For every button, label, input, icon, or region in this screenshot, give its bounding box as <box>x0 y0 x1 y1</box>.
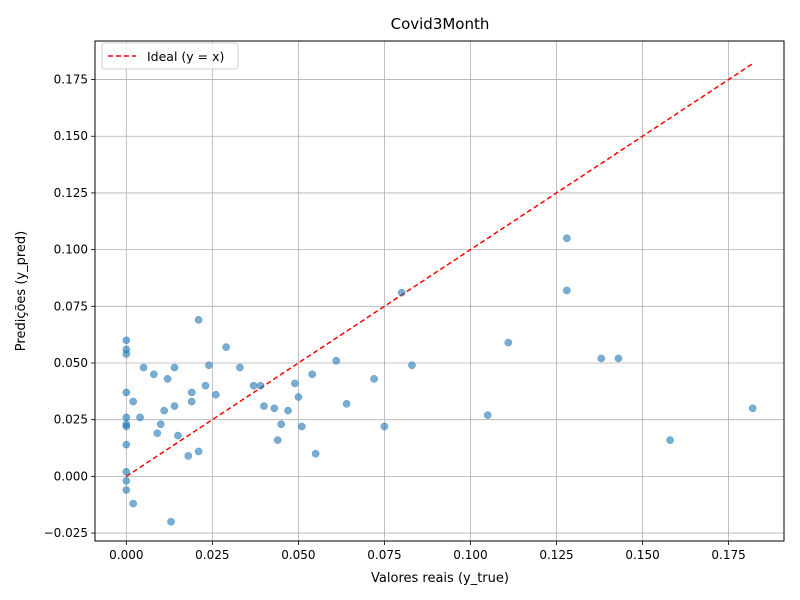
x-tick-label: 0.150 <box>625 548 659 562</box>
y-tick-label: 0.125 <box>54 186 88 200</box>
data-point <box>122 477 131 485</box>
ideal-line-layer <box>125 63 754 478</box>
data-point <box>184 452 193 460</box>
data-point <box>483 411 492 419</box>
data-point <box>311 449 320 458</box>
data-point <box>397 288 406 297</box>
y-tick-label: 0.050 <box>54 356 88 370</box>
data-point <box>273 436 282 444</box>
data-point <box>170 402 179 410</box>
x-tick-label: 0.125 <box>539 548 573 562</box>
data-point <box>504 338 513 347</box>
data-point <box>270 404 279 413</box>
data-point <box>380 422 389 431</box>
data-point <box>205 361 213 370</box>
y-axis-title: Predições (y_pred) <box>14 231 29 351</box>
data-point <box>222 343 230 351</box>
x-tick-label: 0.100 <box>453 548 487 562</box>
data-point <box>597 354 606 363</box>
data-point <box>163 375 172 383</box>
data-point <box>294 393 303 401</box>
x-axis-title: Valores reais (y_true) <box>371 571 509 586</box>
data-point <box>167 517 175 526</box>
data-points <box>122 234 757 526</box>
data-point <box>187 388 196 397</box>
data-point <box>160 406 169 415</box>
y-tick-label: 0.000 <box>54 469 88 483</box>
y-tick-label: 0.175 <box>54 73 88 87</box>
x-tick-label: 0.025 <box>195 548 229 562</box>
data-point <box>236 363 244 372</box>
data-point <box>277 420 286 429</box>
data-point <box>122 388 131 397</box>
x-tick-label: 0.175 <box>711 548 745 562</box>
data-point <box>562 234 571 243</box>
plot-area <box>95 41 784 541</box>
data-point <box>122 336 131 345</box>
data-point <box>129 499 138 508</box>
data-point <box>139 363 148 372</box>
grid-lines <box>95 41 784 541</box>
data-point <box>260 402 268 410</box>
data-point <box>249 381 258 390</box>
data-point <box>408 361 416 370</box>
x-tick-label: 0.075 <box>367 548 401 562</box>
data-point <box>150 370 158 379</box>
ideal-line <box>125 63 754 478</box>
data-point <box>122 440 131 449</box>
data-point <box>284 406 292 415</box>
data-point <box>211 390 220 399</box>
data-point <box>156 420 165 429</box>
data-point <box>170 363 179 372</box>
data-point <box>187 397 196 406</box>
data-point <box>256 381 265 390</box>
y-tick-label: 0.075 <box>54 299 88 313</box>
data-point <box>122 422 131 431</box>
data-point <box>614 354 623 363</box>
data-point <box>297 422 306 431</box>
y-tick-label: −0.025 <box>44 526 88 540</box>
data-point <box>122 467 131 476</box>
legend: Ideal (y = x) <box>101 42 239 70</box>
data-point <box>342 399 351 408</box>
y-tick-label: 0.100 <box>54 243 88 257</box>
data-point <box>136 413 144 422</box>
data-point <box>332 356 341 365</box>
y-tick-label: 0.025 <box>54 413 88 427</box>
axis-ticks: 0.000 0.025 0.050 0.075 0.100 0.125 0.150 0.175… <box>44 73 746 562</box>
chart-title: Covid3Month <box>391 15 490 33</box>
data-point <box>291 379 299 388</box>
data-point <box>370 375 378 383</box>
data-point <box>122 486 131 494</box>
data-point <box>194 316 203 324</box>
data-point <box>122 350 131 358</box>
plot-frame <box>94 40 785 542</box>
legend-label: Ideal (y = x) <box>147 49 224 64</box>
x-tick-label: 0.050 <box>281 548 315 562</box>
data-point <box>153 429 162 438</box>
data-point <box>129 397 138 406</box>
x-tick-label: 0.000 <box>109 548 143 562</box>
data-point <box>201 381 210 390</box>
data-point <box>308 370 317 379</box>
data-point <box>122 413 131 422</box>
data-point <box>748 404 757 413</box>
data-point <box>194 447 203 456</box>
data-point <box>666 436 674 444</box>
legend-box <box>101 42 239 70</box>
data-point <box>562 286 571 295</box>
data-point <box>174 431 182 440</box>
y-tick-label: 0.150 <box>54 129 88 143</box>
